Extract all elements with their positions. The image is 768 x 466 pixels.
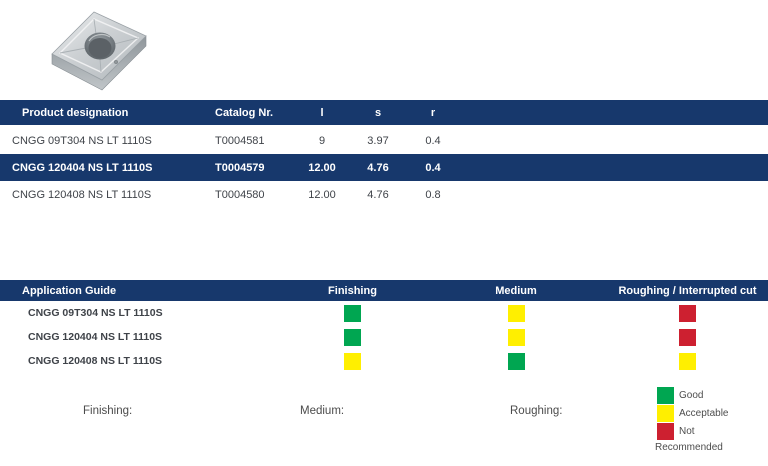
finishing-rating-square bbox=[344, 304, 361, 322]
cell-designation: CNGG 09T304 NS LT 1110S bbox=[28, 307, 163, 319]
legend-item-acceptable: Acceptable bbox=[657, 405, 728, 422]
col-header-l: l bbox=[320, 106, 324, 119]
medium-rating-square bbox=[507, 304, 525, 322]
application-guide-table: Application Guide Finishing Medium Rough… bbox=[0, 280, 768, 373]
carbide-insert-illustration bbox=[51, 11, 147, 91]
col-header-designation: Product designation bbox=[22, 106, 129, 119]
product-table-header: Product designation Catalog Nr. l s r bbox=[0, 100, 768, 125]
application-guide-header: Application Guide Finishing Medium Rough… bbox=[0, 280, 768, 301]
cell-designation: CNGG 120408 NS LT 1110S bbox=[28, 355, 163, 367]
col-header-roughing: Roughing / Interrupted cut bbox=[618, 284, 757, 297]
col-header-catalog: Catalog Nr. bbox=[215, 106, 274, 119]
cell-r: 0.4 bbox=[425, 161, 441, 174]
rating-legend: Good Acceptable Not Recommended bbox=[655, 387, 728, 453]
good-color-swatch bbox=[657, 387, 674, 404]
cell-designation: CNGG 120408 NS LT 1110S bbox=[12, 188, 152, 201]
cell-catalog: T0004579 bbox=[215, 161, 265, 174]
col-header-s: s bbox=[374, 106, 382, 119]
legend-label-not: Not bbox=[679, 426, 695, 437]
cell-catalog: T0004581 bbox=[215, 134, 265, 147]
cell-r: 0.4 bbox=[425, 134, 441, 147]
roughing-rating-square bbox=[679, 304, 696, 322]
cell-designation: CNGG 120404 NS LT 1110S bbox=[12, 161, 153, 174]
legend-item-not-recommended: Not bbox=[657, 423, 728, 440]
cell-catalog: T0004580 bbox=[215, 188, 265, 201]
cell-r: 0.8 bbox=[425, 188, 441, 201]
col-header-medium: Medium bbox=[495, 284, 537, 297]
medium-rating-square bbox=[507, 328, 525, 346]
cell-l: 9 bbox=[318, 134, 326, 147]
legend-item-good: Good bbox=[657, 387, 728, 404]
finishing-rating-square bbox=[344, 328, 361, 346]
insert-image bbox=[44, 6, 156, 92]
table-row[interactable]: CNGG 120408 NS LT 1110S T0004580 12.00 4… bbox=[0, 181, 768, 208]
legend-label-good: Good bbox=[679, 390, 704, 401]
cell-s: 4.76 bbox=[367, 161, 389, 174]
legend-label-recommended: Recommended bbox=[655, 442, 723, 453]
product-table: Product designation Catalog Nr. l s r CN… bbox=[0, 100, 768, 208]
application-guide-row: CNGG 120404 NS LT 1110S bbox=[0, 325, 768, 349]
cell-l: 12.00 bbox=[308, 188, 336, 201]
cell-s: 3.97 bbox=[367, 134, 389, 147]
table-row[interactable]: CNGG 09T304 NS LT 1110S T0004581 9 3.97 … bbox=[0, 127, 768, 154]
col-header-r: r bbox=[430, 106, 436, 119]
application-guide-row: CNGG 120408 NS LT 1110S bbox=[0, 349, 768, 373]
acceptable-color-swatch bbox=[657, 405, 674, 422]
roughing-rating-square bbox=[679, 328, 696, 346]
application-guide-row: CNGG 09T304 NS LT 1110S bbox=[0, 301, 768, 325]
finishing-label: Finishing: bbox=[83, 405, 133, 417]
legend-label-acceptable: Acceptable bbox=[679, 408, 729, 419]
medium-label: Medium: bbox=[300, 405, 345, 417]
finishing-rating-square bbox=[344, 352, 361, 370]
table-row-selected[interactable]: CNGG 120404 NS LT 1110S T0004579 12.00 4… bbox=[0, 154, 768, 181]
not-recommended-color-swatch bbox=[657, 423, 674, 440]
cell-designation: CNGG 09T304 NS LT 1110S bbox=[12, 134, 152, 147]
medium-rating-square bbox=[507, 352, 525, 370]
roughing-rating-square bbox=[679, 352, 696, 370]
col-header-finishing: Finishing bbox=[328, 284, 377, 297]
col-header-application-guide: Application Guide bbox=[22, 284, 117, 297]
cell-designation: CNGG 120404 NS LT 1110S bbox=[28, 331, 163, 343]
cell-s: 4.76 bbox=[367, 188, 389, 201]
cell-l: 12.00 bbox=[308, 161, 336, 174]
roughing-label: Roughing: bbox=[510, 405, 563, 417]
